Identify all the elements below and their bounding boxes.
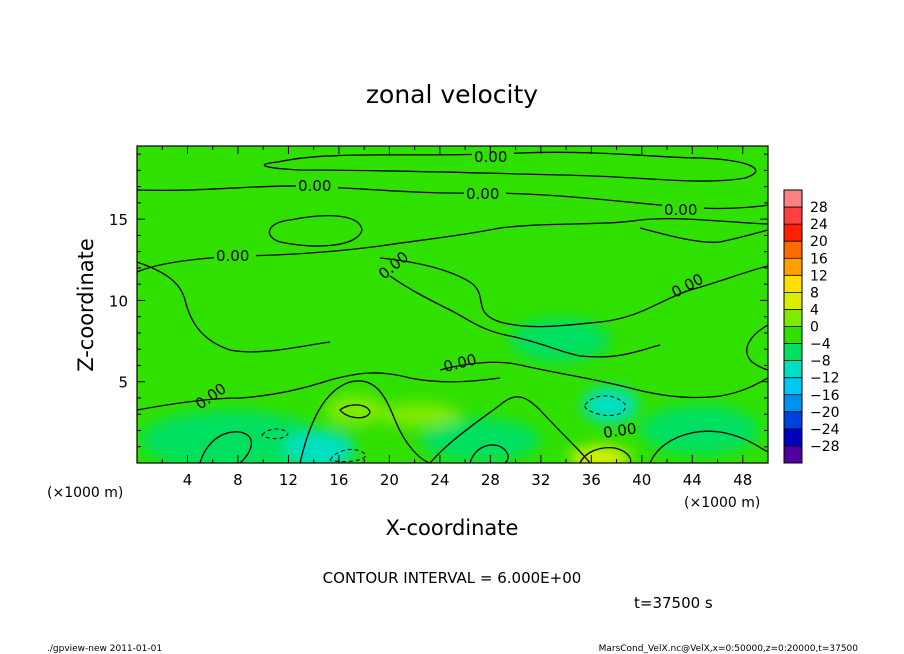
contour-interval-note: CONTOUR INTERVAL = 6.000E+00 (323, 569, 582, 587)
colorbar-swatch (784, 207, 802, 225)
x-tick-label: 20 (380, 471, 399, 489)
x-tick-label: 48 (733, 471, 752, 489)
contour-line (199, 431, 252, 463)
colorbar-swatch (784, 309, 802, 327)
contour-label: 0.00 (602, 419, 638, 441)
contour-line (137, 372, 501, 411)
field-region-weak-negative (640, 405, 760, 455)
colorbar-label: −12 (810, 371, 840, 387)
x-tick-label: 12 (279, 471, 298, 489)
colorbar-label: 0 (810, 320, 819, 336)
colorbar-swatch (784, 190, 802, 208)
x-tick-label: 16 (329, 471, 348, 489)
contour-line (379, 257, 768, 328)
colorbar-label: −16 (810, 388, 840, 404)
colorbar-swatch (784, 224, 802, 242)
x-tick-label: 36 (582, 471, 601, 489)
colorbar-swatch (784, 445, 802, 464)
contour-line (429, 396, 591, 463)
colorbar-swatch (784, 241, 802, 259)
plot-frame (136, 145, 769, 464)
x-tick-label: 28 (481, 471, 500, 489)
y-axis-unit: (×1000 m) (47, 485, 123, 501)
colorbar-label: 20 (810, 234, 828, 250)
x-tick-label: 8 (233, 471, 243, 489)
x-tick-label: 44 (683, 471, 702, 489)
colorbar-label: 16 (810, 251, 828, 267)
footer-right: MarsCond_VelX.nc@VelX,x=0:50000,z=0:2000… (599, 644, 859, 654)
colorbar-swatch (784, 292, 802, 310)
contour-line (339, 404, 371, 419)
footer-left: ./gpview-new 2011-01-01 (47, 644, 162, 654)
x-tick-label: 24 (430, 471, 449, 489)
colorbar-swatch (784, 377, 802, 396)
y-axis-label: Z-coordinate (74, 238, 98, 372)
negative-contours (261, 395, 626, 463)
colorbar-swatch (784, 428, 802, 447)
contour-label: 0.00 (664, 201, 697, 219)
contour-line-negative (584, 395, 626, 417)
contour-line (469, 444, 509, 463)
contour-label: 0.00 (466, 185, 499, 203)
contour-line (137, 261, 331, 353)
colorbar-label: −4 (810, 337, 831, 353)
field-region-weak-negative (510, 318, 610, 362)
time-label: t=37500 s (634, 594, 713, 612)
field-region-weak-positive (570, 446, 630, 463)
y-tick-label: 10 (109, 292, 128, 310)
colorbar-swatch (784, 343, 802, 361)
x-axis: 4 8 12 16 20 24 28 32 36 40 44 48 (161, 146, 769, 489)
field-region-weak-negative (420, 418, 540, 462)
colorbar-swatch (784, 360, 802, 378)
contour-line-negative (261, 428, 289, 440)
colorbar-swatch (784, 326, 802, 344)
contour-label: 0.00 (298, 177, 331, 195)
colorbar-swatch (784, 275, 802, 293)
field-region-weak-negative (140, 410, 320, 463)
contour-line (579, 446, 632, 463)
colorbar-label: −28 (810, 439, 840, 455)
y-tick-label: 5 (118, 374, 128, 392)
colorbar-label: −8 (810, 354, 831, 370)
y-tick-label: 15 (109, 211, 128, 229)
colorbar-label: −20 (810, 405, 840, 421)
field-region-weak-positive (325, 395, 385, 425)
colorbar-label: 12 (810, 268, 828, 284)
x-tick-label: 32 (531, 471, 550, 489)
contour-line (639, 227, 768, 243)
contour-line (268, 215, 363, 247)
colorbar-swatch (784, 258, 802, 276)
y-axis: 5 10 15 (109, 153, 768, 448)
contour-line (299, 380, 431, 463)
contour-label: 0.00 (216, 247, 249, 265)
contour-line (389, 275, 661, 358)
field-region-weak-positive (380, 403, 460, 427)
contour-label: 0.00 (474, 148, 507, 166)
colorbar-label: 28 (810, 200, 828, 216)
x-axis-label: X-coordinate (386, 516, 519, 540)
plot-area: 0.00 0.00 0.00 0.00 0.00 0.00 0.00 0.00 … (137, 146, 768, 463)
contour-line (746, 324, 768, 371)
field-region-weak-negative (582, 387, 638, 423)
colorbar-swatch (784, 394, 802, 413)
contour-line (649, 430, 768, 463)
colorbar-label: 4 (810, 302, 819, 318)
colorbar-label: 8 (810, 285, 819, 301)
chart-title: zonal velocity (366, 80, 538, 109)
colorbar-swatch (784, 411, 802, 430)
contour-line (439, 361, 768, 399)
x-axis-unit: (×1000 m) (684, 495, 760, 511)
colorbar-label: 24 (810, 217, 828, 233)
colorbar-label: −24 (810, 422, 840, 438)
x-tick-label: 40 (632, 471, 651, 489)
x-tick-label: 4 (183, 471, 193, 489)
